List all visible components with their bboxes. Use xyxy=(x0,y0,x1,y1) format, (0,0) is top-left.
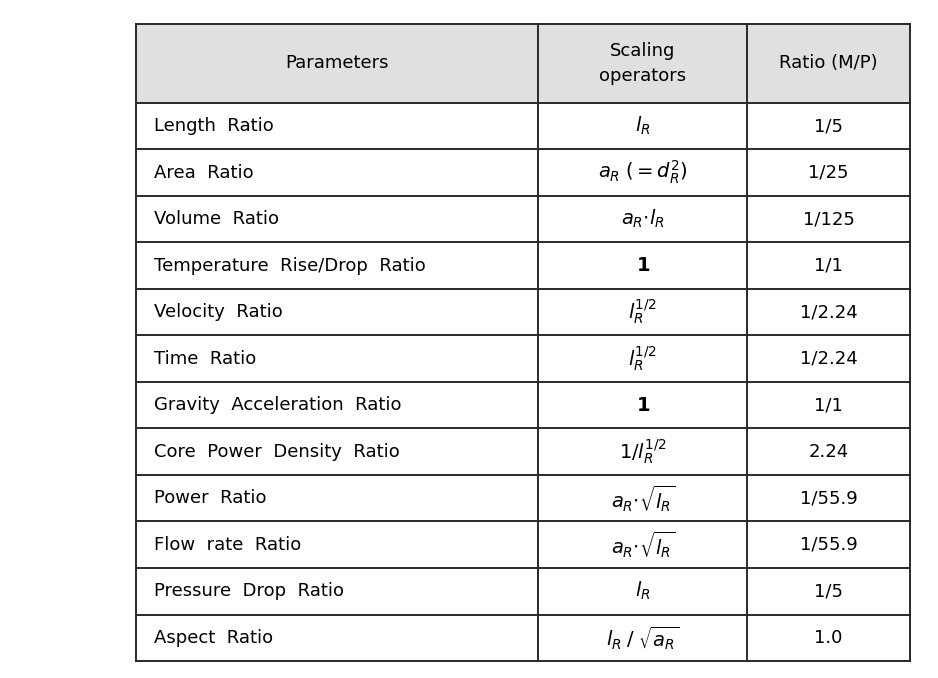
Text: Area  Ratio: Area Ratio xyxy=(154,163,254,182)
Text: 1/5: 1/5 xyxy=(814,582,843,600)
Bar xyxy=(136,24,538,103)
Bar xyxy=(136,382,538,428)
Bar xyxy=(136,149,538,196)
Text: $\mathit{l}_{R}\;/\;\sqrt{a_{R}}$: $\mathit{l}_{R}\;/\;\sqrt{a_{R}}$ xyxy=(606,624,679,652)
Bar xyxy=(538,382,748,428)
Text: 1/2.24: 1/2.24 xyxy=(800,350,857,367)
Text: $1/\mathit{l}_{R}^{1/2}$: $1/\mathit{l}_{R}^{1/2}$ xyxy=(619,438,667,466)
Text: Flow  rate  Ratio: Flow rate Ratio xyxy=(154,536,301,554)
Text: Scaling
operators: Scaling operators xyxy=(599,42,687,85)
Bar xyxy=(136,103,538,149)
Text: Pressure  Drop  Ratio: Pressure Drop Ratio xyxy=(154,582,344,600)
Text: Power  Ratio: Power Ratio xyxy=(154,490,266,507)
Text: 1/125: 1/125 xyxy=(803,210,855,228)
Bar xyxy=(748,568,910,614)
Bar xyxy=(538,336,748,382)
Bar xyxy=(538,196,748,242)
Text: 1/5: 1/5 xyxy=(814,117,843,135)
Bar xyxy=(538,149,748,196)
Bar xyxy=(538,103,748,149)
Bar xyxy=(136,336,538,382)
Text: Velocity  Ratio: Velocity Ratio xyxy=(154,303,283,321)
Bar xyxy=(136,196,538,242)
Bar xyxy=(748,242,910,289)
Text: $\mathit{l}_{R}^{1/2}$: $\mathit{l}_{R}^{1/2}$ xyxy=(628,298,658,326)
Bar xyxy=(748,382,910,428)
Bar xyxy=(538,614,748,661)
Bar xyxy=(748,521,910,568)
Bar xyxy=(748,24,910,103)
Text: 1/2.24: 1/2.24 xyxy=(800,303,857,321)
Bar xyxy=(538,24,748,103)
Bar xyxy=(748,149,910,196)
Text: $a_{R}{\cdot}\sqrt{l_{R}}$: $a_{R}{\cdot}\sqrt{l_{R}}$ xyxy=(611,530,675,560)
Bar xyxy=(538,568,748,614)
Bar xyxy=(538,475,748,521)
Text: 1/1: 1/1 xyxy=(814,257,843,275)
Text: $a_{R}{\cdot}\sqrt{l_{R}}$: $a_{R}{\cdot}\sqrt{l_{R}}$ xyxy=(611,483,675,514)
Text: Aspect  Ratio: Aspect Ratio xyxy=(154,629,273,647)
Text: $a_{R}\;(=d_{R}^{2})$: $a_{R}\;(=d_{R}^{2})$ xyxy=(598,159,688,186)
Bar xyxy=(136,475,538,521)
Text: 1/55.9: 1/55.9 xyxy=(800,490,857,507)
Text: 2.24: 2.24 xyxy=(809,443,849,461)
Bar xyxy=(538,521,748,568)
Text: $\mathit{l}_{R}$: $\mathit{l}_{R}$ xyxy=(635,115,651,137)
Bar xyxy=(136,289,538,336)
Bar xyxy=(748,289,910,336)
Text: $\mathbf{1}$: $\mathbf{1}$ xyxy=(636,396,650,415)
Bar xyxy=(748,475,910,521)
Text: Time  Ratio: Time Ratio xyxy=(154,350,256,367)
Bar xyxy=(748,336,910,382)
Bar xyxy=(136,521,538,568)
Bar xyxy=(538,242,748,289)
Bar xyxy=(538,289,748,336)
Text: $\mathit{l}_{R}^{1/2}$: $\mathit{l}_{R}^{1/2}$ xyxy=(628,344,658,373)
Text: 1/55.9: 1/55.9 xyxy=(800,536,857,554)
Text: 1.0: 1.0 xyxy=(814,629,843,647)
Text: $\mathit{l}_{R}$: $\mathit{l}_{R}$ xyxy=(635,580,651,603)
Bar xyxy=(136,428,538,475)
Text: Ratio (M/P): Ratio (M/P) xyxy=(779,54,878,73)
Text: Parameters: Parameters xyxy=(285,54,389,73)
Bar xyxy=(538,428,748,475)
Text: 1/25: 1/25 xyxy=(809,163,849,182)
Bar xyxy=(136,614,538,661)
Text: Core  Power  Density  Ratio: Core Power Density Ratio xyxy=(154,443,400,461)
Bar xyxy=(136,568,538,614)
Text: $\mathbf{1}$: $\mathbf{1}$ xyxy=(636,256,650,275)
Bar xyxy=(136,242,538,289)
Text: Temperature  Rise/Drop  Ratio: Temperature Rise/Drop Ratio xyxy=(154,257,426,275)
Text: 1/1: 1/1 xyxy=(814,396,843,414)
Text: Volume  Ratio: Volume Ratio xyxy=(154,210,280,228)
Text: Length  Ratio: Length Ratio xyxy=(154,117,274,135)
Bar xyxy=(748,103,910,149)
Text: Gravity  Acceleration  Ratio: Gravity Acceleration Ratio xyxy=(154,396,401,414)
Text: $a_{R}{\cdot}\mathit{l}_{R}$: $a_{R}{\cdot}\mathit{l}_{R}$ xyxy=(621,208,665,231)
Bar xyxy=(748,196,910,242)
Bar xyxy=(748,614,910,661)
Bar xyxy=(748,428,910,475)
